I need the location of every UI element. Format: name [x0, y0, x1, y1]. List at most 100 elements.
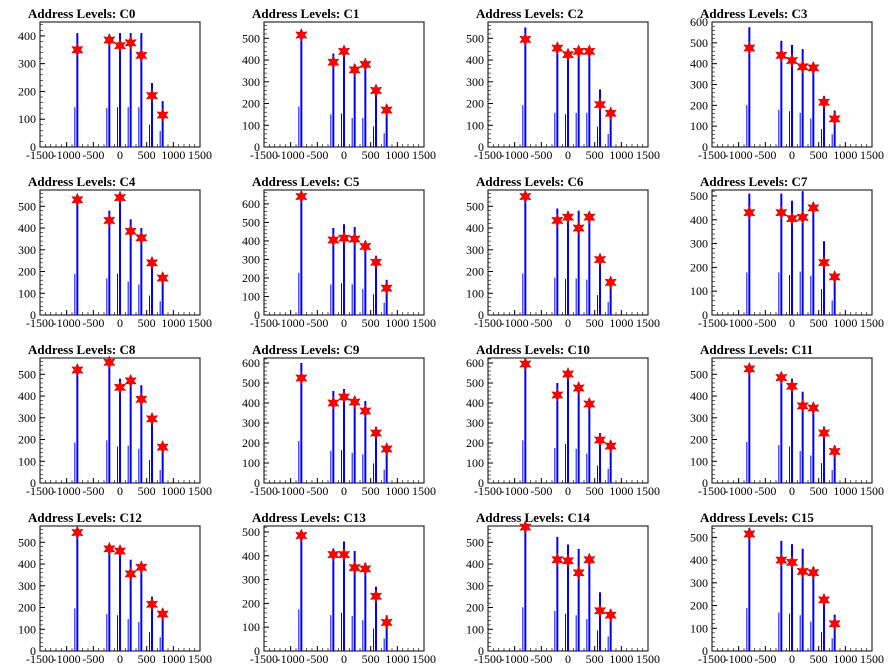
histogram-bar	[108, 361, 111, 483]
y-tick-label: 300	[242, 573, 260, 587]
histogram-bar-side	[74, 273, 76, 315]
peak-star-marker	[561, 553, 575, 568]
peak-star-marker	[604, 607, 617, 623]
histogram-bar-side	[138, 284, 140, 315]
x-tick-label: -1000	[277, 484, 305, 498]
y-tick-label: 500	[242, 215, 260, 229]
y-tick-label: 200	[466, 97, 484, 111]
histogram-bar	[801, 548, 804, 651]
x-tick-label: 1000	[161, 316, 185, 330]
histogram-bar-side	[746, 105, 748, 147]
histogram-plot: 0 100 200 300 400 500 -1500-1000 -500 0 500 1000 15…	[466, 21, 660, 162]
x-tick-label: 1000	[609, 652, 633, 666]
histogram-bar-side	[149, 124, 150, 147]
histogram-bar-side	[373, 628, 374, 651]
x-tick-label: 1000	[833, 652, 857, 666]
y-tick-label: 100	[466, 118, 484, 132]
y-tick-label: 500	[466, 376, 484, 390]
histogram-bar-side	[565, 278, 566, 315]
histogram-panel: Address Levels: C12 0 100 200 300 400 500 -1500…	[0, 504, 224, 672]
x-tick-label: 1000	[833, 148, 857, 162]
histogram-bar-side	[373, 126, 374, 147]
histogram-bar	[812, 65, 815, 147]
histogram-bar	[161, 446, 164, 483]
peak-star-marker	[583, 552, 596, 567]
x-tick-label: 500	[138, 316, 156, 330]
peak-star-marker	[743, 205, 756, 220]
histogram-bar-side	[821, 463, 822, 483]
histogram-bar-side	[159, 130, 161, 147]
x-tick-label: 1500	[412, 316, 436, 330]
histogram-bar	[129, 376, 132, 483]
peak-star-marker	[295, 370, 308, 386]
histogram-panel: Address Levels: C11 0 100 200 300 400 500 -1500…	[672, 336, 896, 504]
y-tick-label: 400	[690, 57, 708, 71]
histogram-bar	[129, 33, 132, 147]
x-tick-label: 1000	[161, 148, 185, 162]
x-tick-label: 1500	[188, 484, 212, 498]
peak-star-marker	[828, 111, 841, 127]
peak-star-marker	[743, 526, 756, 542]
histogram-bar	[151, 259, 153, 315]
histogram-bar-side	[821, 289, 822, 315]
histogram-bar	[599, 592, 601, 651]
peak-star-marker	[561, 47, 575, 62]
histogram-bar	[76, 197, 79, 315]
histogram-bar	[364, 240, 367, 315]
histogram-bar-side	[607, 134, 609, 147]
peak-star-marker	[593, 603, 607, 618]
peak-star-marker	[775, 370, 788, 385]
y-tick-label: 300	[690, 237, 708, 251]
x-tick-label: 0	[341, 148, 347, 162]
histogram-bar-side	[831, 300, 833, 315]
histogram-bar	[300, 363, 303, 483]
x-tick-label: 0	[789, 316, 795, 330]
histogram-bar-side	[117, 446, 118, 483]
histogram-bar	[599, 89, 601, 147]
panel-title: Address Levels: C12	[28, 510, 142, 525]
peak-star-marker	[348, 560, 361, 575]
peak-star-marker	[295, 27, 308, 43]
histogram-bar	[385, 615, 388, 651]
histogram-bar	[151, 83, 153, 147]
histogram-bar-side	[341, 113, 342, 147]
peak-star-marker	[337, 547, 351, 562]
panel-title: Address Levels: C15	[700, 510, 814, 525]
peak-star-marker	[572, 565, 585, 580]
y-tick-label: 400	[18, 221, 36, 235]
x-tick-label: 500	[586, 316, 604, 330]
y-tick-label: 100	[18, 622, 36, 636]
histogram-bar-side	[106, 108, 108, 147]
histogram-bar	[577, 385, 580, 483]
x-tick-label: -500	[82, 484, 104, 498]
histogram-bar-side	[522, 105, 524, 147]
y-tick-label: 100	[242, 456, 260, 470]
peak-star-marker	[295, 189, 308, 204]
histogram-bar-side	[554, 277, 556, 315]
x-tick-label: 1500	[188, 316, 212, 330]
histogram-bar-side	[746, 272, 748, 315]
x-tick-label: -1000	[53, 148, 81, 162]
histogram-bar-side	[330, 615, 332, 651]
histogram-bar	[780, 540, 783, 651]
histogram-bar-side	[298, 272, 300, 315]
peak-star-marker	[135, 560, 148, 575]
x-tick-label: 1000	[385, 316, 409, 330]
histogram-bar-side	[831, 134, 833, 147]
peak-star-marker	[359, 239, 372, 254]
y-tick-label: 400	[466, 53, 484, 67]
histogram-bar	[609, 443, 612, 483]
panel-title: Address Levels: C5	[252, 174, 360, 189]
histogram-bar	[375, 586, 377, 651]
x-tick-label: 500	[810, 316, 828, 330]
histogram-bar	[343, 389, 345, 483]
y-tick-label: 100	[466, 286, 484, 300]
peak-star-marker	[124, 566, 137, 581]
histogram-bar-side	[117, 273, 118, 315]
y-tick-label: 600	[690, 15, 708, 29]
y-tick-label: 200	[466, 436, 484, 450]
peak-star-marker	[380, 102, 393, 118]
x-tick-label: 1500	[412, 652, 436, 666]
peak-star-marker	[817, 255, 831, 270]
